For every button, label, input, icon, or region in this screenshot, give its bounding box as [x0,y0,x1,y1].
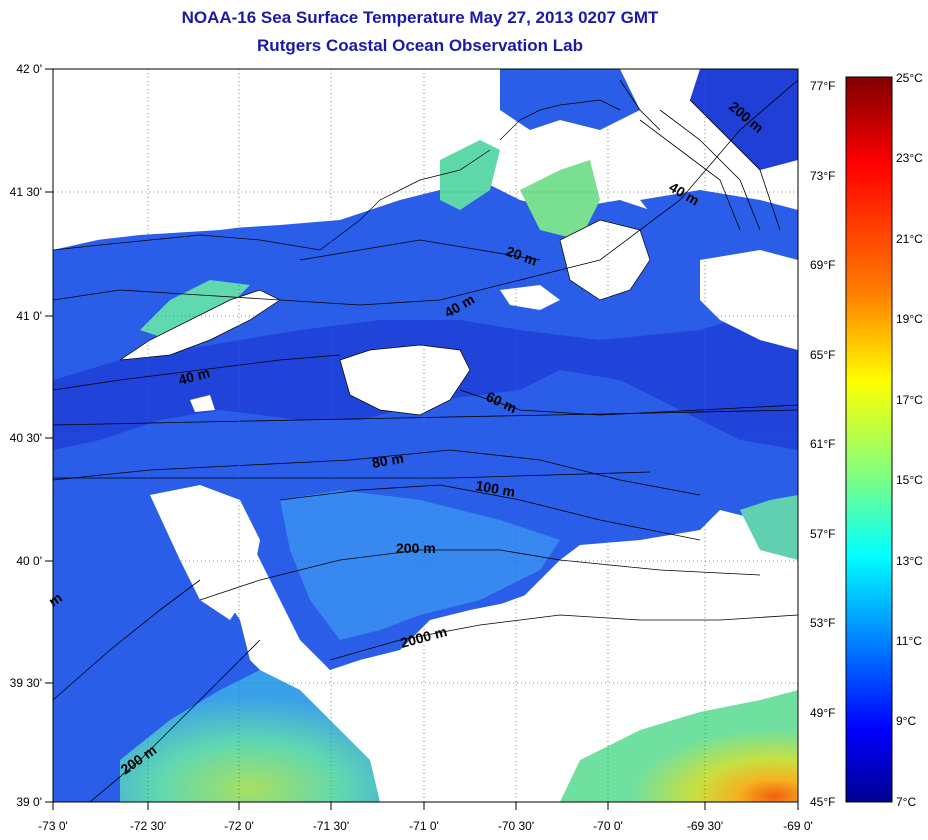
contour-40m-b [53,354,341,391]
c-label-15: 15°C [896,473,923,487]
lat-label-42: 42 0' [16,62,42,76]
celsius-labels: 25°C 23°C 21°C 19°C 17°C 15°C 13°C 11°C … [896,71,923,809]
land-martha-vineyard [340,345,470,415]
lon-label-70: -70 0' [593,819,623,833]
grid-lines [53,69,798,802]
contour-label-100m: 100 m [474,477,516,500]
contour-20m [299,239,541,261]
cloud-northwest [53,69,480,245]
contour-label-40m-west: 40 m [177,364,212,388]
land-long-island [120,290,280,360]
c-label-25: 25°C [896,71,923,85]
contour-60m [459,389,798,416]
f-label-57: 57°F [810,527,835,541]
f-label-69: 69°F [810,258,835,272]
contour-shelf-edge-2 [53,471,651,479]
map-subtitle: Rutgers Coastal Ocean Observation Lab [257,36,583,55]
f-label-61: 61°F [810,437,835,451]
contour-label-200m-center: 200 m [396,540,436,556]
coastal-green-water [120,670,380,802]
lat-label-41: 41 0' [16,309,42,323]
contour-north-3 [689,99,781,231]
lon-label-69-30: -69 30' [687,819,723,833]
lon-label-72: -72 0' [224,819,254,833]
sound-green-water [140,280,250,340]
lon-label-72-30: -72 30' [130,819,166,833]
lon-label-70-30: -70 30' [498,819,534,833]
map-area [53,69,798,802]
land-nantucket [500,285,560,310]
contour-100m [279,484,701,541]
map-title: NOAA-16 Sea Surface Temperature May 27, … [181,8,659,27]
ocean-northeast-2 [640,190,798,260]
contour-north-1 [639,119,741,231]
cloud-south [330,555,798,770]
ocean-main [53,180,798,802]
land-block-island [190,395,215,412]
c-label-23: 23°C [896,151,923,165]
contour-deep [53,579,201,701]
c-label-21: 21°C [896,232,923,246]
lon-label-73: -73 0' [38,819,68,833]
longitude-labels: -73 0' -72 30' -72 0' -71 30' -71 0' -70… [38,819,813,833]
land-cloud-west [150,485,260,620]
f-label-49: 49°F [810,706,835,720]
bay-green-water [440,140,500,210]
lon-label-71: -71 0' [409,819,439,833]
colorbar [845,76,893,803]
contour-200m-sw [89,639,261,802]
latitude-labels: 42 0' 41 30' 41 0' 40 30' 40 0' 39 30' 3… [10,62,42,809]
contour-north-4 [619,79,661,131]
contour-40m [53,79,798,306]
lat-label-39: 39 0' [16,795,42,809]
fahrenheit-labels: 77°F 73°F 69°F 65°F 61°F 57°F 53°F 49°F … [810,79,835,809]
c-label-17: 17°C [896,393,923,407]
lat-label-41-30: 41 30' [10,185,42,199]
c-label-7: 7°C [896,795,916,809]
lon-label-71-30: -71 30' [313,819,349,833]
contour-label-80m: 80 m [371,450,405,471]
ocean-north [500,69,640,130]
ocean-light-patch [280,490,560,640]
coastline [53,99,651,416]
contour-2000m [329,614,798,661]
c-label-13: 13°C [896,554,923,568]
warm-water-east [740,495,798,560]
land-cape-cod [560,220,650,300]
contour-80m [53,449,701,496]
lon-label-69: -69 0' [783,819,813,833]
f-label-73: 73°F [810,169,835,183]
contour-200m [199,549,761,601]
lat-label-40-30: 40 30' [10,431,42,445]
contour-shelf-edge [53,409,798,426]
tick-marks [45,68,799,810]
f-label-65: 65°F [810,348,835,362]
c-label-11: 11°C [896,634,922,648]
contour-north-2 [659,109,761,231]
c-label-9: 9°C [896,714,916,728]
lat-label-39-30: 39 30' [10,676,42,690]
warm-water-southeast [560,690,798,802]
c-label-19: 19°C [896,312,923,326]
ocean-northeast [690,69,798,170]
land-cloud-east [700,250,798,350]
cape-cod-water [520,160,600,240]
bathymetry-contours [53,79,798,802]
f-label-77: 77°F [810,79,835,93]
map-frame [52,68,799,803]
f-label-53: 53°F [810,616,835,630]
lat-label-40: 40 0' [16,554,42,568]
f-label-45: 45°F [810,795,835,809]
